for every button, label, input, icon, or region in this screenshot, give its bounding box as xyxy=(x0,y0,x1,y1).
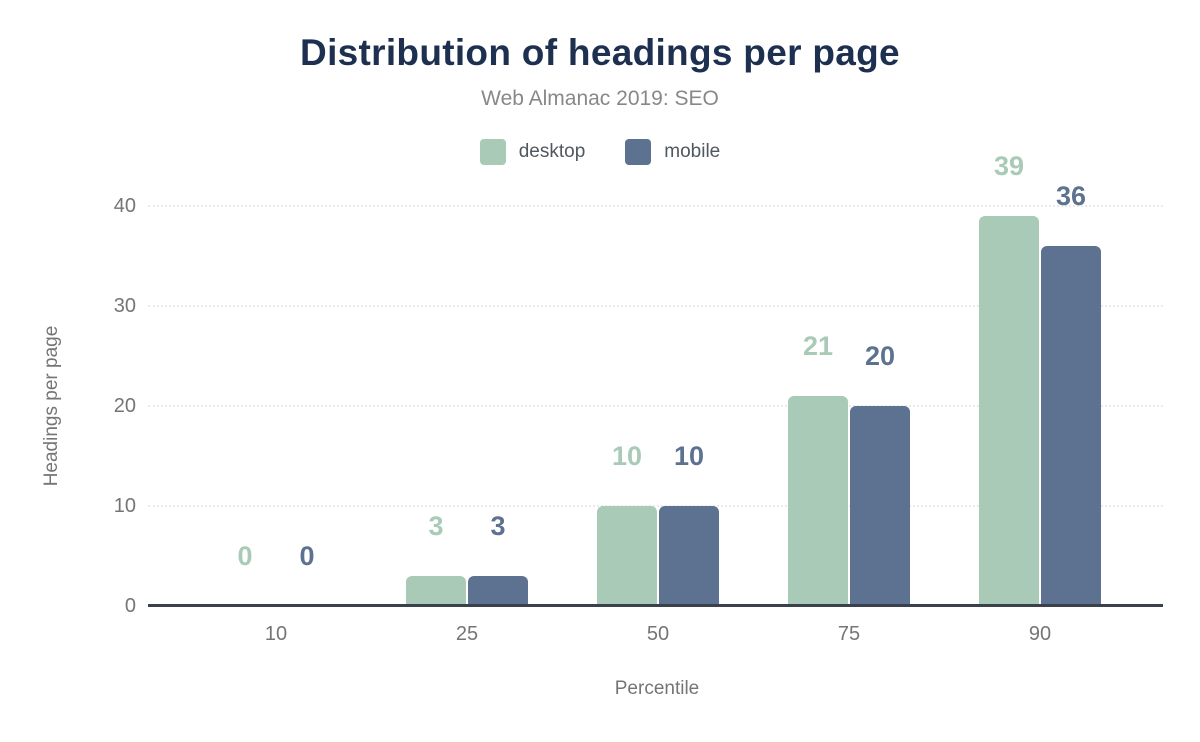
legend-label-desktop: desktop xyxy=(518,141,586,162)
bar-label-mobile-p75: 20 xyxy=(864,341,896,371)
bar-label-mobile-p10: 0 xyxy=(299,541,315,571)
bar-mobile-p90 xyxy=(1041,246,1101,606)
bar-desktop-p75 xyxy=(788,396,848,606)
chart-title: Distribution of headings per page xyxy=(300,32,900,73)
legend-item-mobile: mobile xyxy=(625,139,720,165)
bar-mobile-p50 xyxy=(659,506,719,606)
bar-label-mobile-p25: 3 xyxy=(490,511,506,541)
x-tick-label-75: 75 xyxy=(837,623,861,645)
bar-desktop-p50 xyxy=(597,506,657,606)
x-axis-line xyxy=(148,604,1163,607)
desktop-series-swatch xyxy=(479,139,506,165)
legend-label-mobile: mobile xyxy=(664,141,721,162)
bar-label-desktop-p75: 21 xyxy=(802,331,834,361)
x-axis-title: Percentile xyxy=(614,678,700,699)
bar-label-desktop-p10: 0 xyxy=(237,541,253,571)
legend: desktop mobile xyxy=(0,139,1200,165)
gridline-y-40 xyxy=(148,205,1163,207)
bar-mobile-p75 xyxy=(850,406,910,606)
y-tick-label-40: 40 xyxy=(113,195,136,217)
bar-label-desktop-p25: 3 xyxy=(428,511,444,541)
x-tick-label-50: 50 xyxy=(646,623,670,645)
x-tick-label-10: 10 xyxy=(264,623,288,645)
gridline-y-10 xyxy=(148,505,1163,507)
y-tick-label-30: 30 xyxy=(113,295,136,317)
legend-item-desktop: desktop xyxy=(479,139,586,165)
gridline-y-20 xyxy=(148,405,1163,407)
y-tick-label-10: 10 xyxy=(113,495,136,517)
bar-mobile-p25 xyxy=(468,576,528,606)
x-tick-label-25: 25 xyxy=(455,623,479,645)
bar-desktop-p90 xyxy=(979,216,1039,606)
bar-label-desktop-p90: 39 xyxy=(993,151,1025,181)
y-tick-label-20: 20 xyxy=(113,395,136,417)
chart-subtitle: Web Almanac 2019: SEO xyxy=(481,87,719,110)
bar-label-desktop-p50: 10 xyxy=(611,441,643,471)
y-tick-label-0: 0 xyxy=(124,595,136,617)
mobile-series-swatch xyxy=(625,139,652,165)
bar-desktop-p25 xyxy=(406,576,466,606)
bar-label-mobile-p90: 36 xyxy=(1055,181,1087,211)
gridline-y-30 xyxy=(148,305,1163,307)
bar-label-mobile-p50: 10 xyxy=(673,441,705,471)
x-tick-label-90: 90 xyxy=(1028,623,1052,645)
